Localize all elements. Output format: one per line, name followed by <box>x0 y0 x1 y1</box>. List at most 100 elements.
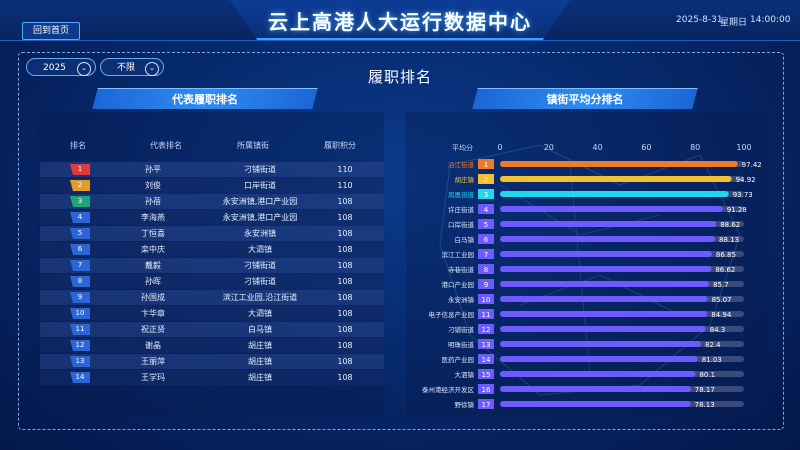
home-button[interactable]: 回到首页 <box>22 22 80 40</box>
rank-box <box>478 204 494 214</box>
table-row[interactable]: 12 谢晶 胡庄镇 108 <box>40 338 384 353</box>
representative-name: 刘俊 <box>145 181 161 190</box>
representative-name: 卞华章 <box>141 309 165 318</box>
score-value: 108 <box>337 197 353 206</box>
bar <box>500 221 717 227</box>
category-label: 胡庄镇 <box>455 175 475 184</box>
table-row[interactable]: 3 孙蓓 永安洲镇,港口产业园 108 <box>40 194 384 209</box>
bar <box>500 371 696 377</box>
rank-box <box>478 264 494 274</box>
value-label: 84.94 <box>711 311 732 319</box>
category-label: 口岸街道 <box>448 220 475 229</box>
rank-badge: 13 <box>70 356 90 367</box>
x-tick-label: 40 <box>593 143 603 152</box>
representative-name: 孙平 <box>145 165 161 174</box>
value-label: 85.07 <box>712 296 732 304</box>
value-label: 78.13 <box>695 401 715 409</box>
category-label: 凤凰街道 <box>448 190 475 199</box>
town-name: 永安洲镇,港口产业园 <box>222 213 298 222</box>
rank-badge: 2 <box>70 180 90 191</box>
town-name: 永安洲镇 <box>244 229 276 238</box>
rank-badge: 10 <box>70 308 90 319</box>
score-value: 108 <box>337 309 353 318</box>
bar <box>500 191 729 197</box>
score-value: 108 <box>337 373 353 382</box>
column-header-rank: 排名 <box>70 141 86 150</box>
bar <box>500 326 706 332</box>
score-value: 110 <box>337 181 353 190</box>
rank-number: 9 <box>484 281 488 289</box>
representative-name: 祝正贤 <box>141 325 165 334</box>
column-header-town: 所属镇街 <box>237 141 269 150</box>
table-row[interactable]: 4 李海燕 永安洲镇,港口产业园 108 <box>40 210 384 225</box>
value-label: 86.85 <box>716 251 736 259</box>
rank-box <box>478 324 494 334</box>
table-row[interactable]: 1 孙平 刁铺街道 110 <box>40 162 384 177</box>
rank-box <box>478 399 494 409</box>
category-label: 医药产业园 <box>442 355 475 364</box>
bar <box>500 176 732 182</box>
rank-number: 1 <box>484 161 488 169</box>
section-title: 履职排名 <box>367 68 432 86</box>
category-label: 电子信息产业园 <box>429 310 475 319</box>
rank-badge: 3 <box>70 196 90 207</box>
town-name: 滨江工业园,沿江街道 <box>222 293 298 302</box>
table-row[interactable]: 14 王学玛 胡庄镇 108 <box>40 370 384 385</box>
rank-box <box>478 354 494 364</box>
rank-number: 16 <box>482 386 491 394</box>
rank-badge: 11 <box>70 324 90 335</box>
score-value: 108 <box>337 277 353 286</box>
town-name: 胡庄镇 <box>248 373 272 382</box>
town-name: 大泗镇 <box>248 309 272 318</box>
bar <box>500 206 723 212</box>
table-row[interactable]: 6 栾中庆 大泗镇 108 <box>40 242 384 257</box>
category-label: 刁铺街道 <box>448 325 475 334</box>
rank-badge: 6 <box>70 244 90 255</box>
scope-select[interactable]: 不限 ⌄ <box>100 58 164 76</box>
score-value: 108 <box>337 357 353 366</box>
table-row[interactable]: 2 刘俊 口岸街道 110 <box>40 178 384 193</box>
rank-box <box>478 294 494 304</box>
table-row[interactable]: 10 卞华章 大泗镇 108 <box>40 306 384 321</box>
scope-select-value: 不限 <box>117 63 136 73</box>
weekday-text: 星期日 <box>720 18 748 28</box>
right-panel-title: 镇街平均分排名 <box>546 93 624 106</box>
category-label: 大泗镇 <box>455 370 475 379</box>
x-tick-label: 0 <box>497 143 502 152</box>
year-select[interactable]: 2025 ⌄ <box>26 58 96 76</box>
rank-box <box>478 189 494 199</box>
score-value: 108 <box>337 293 353 302</box>
rank-number: 15 <box>482 371 491 379</box>
category-label: 滨江工业园 <box>442 250 475 259</box>
rank-badge: 4 <box>70 212 90 223</box>
table-row[interactable]: 9 孙国成 滨江工业园,沿江街道 108 <box>40 290 384 305</box>
score-value: 108 <box>337 341 353 350</box>
value-label: 93.73 <box>733 191 753 199</box>
table-row[interactable]: 7 戴毅 刁铺街道 108 <box>40 258 384 273</box>
rank-badge: 9 <box>70 292 90 303</box>
value-label: 88.62 <box>720 221 740 229</box>
bar <box>500 266 712 272</box>
rank-number: 7 <box>484 251 488 259</box>
table-row[interactable]: 5 丁恒喜 永安洲镇 108 <box>40 226 384 241</box>
left-panel-title: 代表履职排名 <box>172 93 238 106</box>
town-name: 胡庄镇 <box>248 357 272 366</box>
category-label: 沿江街道 <box>448 160 475 169</box>
rank-badge: 12 <box>70 340 90 351</box>
rank-box <box>478 234 494 244</box>
chevron-down-icon: ⌄ <box>145 62 159 76</box>
time-text: 14:00:00 <box>750 15 791 25</box>
bar <box>500 341 702 347</box>
score-value: 108 <box>337 325 353 334</box>
table-row[interactable]: 8 孙晖 刁铺街道 108 <box>40 274 384 289</box>
representative-name: 孙国成 <box>141 293 165 302</box>
page-title: 云上高港人大运行数据中心 <box>268 10 532 34</box>
representative-name: 孙蓓 <box>145 197 161 206</box>
representative-name: 丁恒喜 <box>141 229 165 238</box>
representative-name: 谢晶 <box>145 341 161 350</box>
value-label: 78.17 <box>695 386 715 394</box>
table-row[interactable]: 13 王丽萍 胡庄镇 108 <box>40 354 384 369</box>
bar <box>500 311 708 317</box>
table-row[interactable]: 11 祝正贤 白马镇 108 <box>40 322 384 337</box>
rank-number: 14 <box>482 356 491 364</box>
